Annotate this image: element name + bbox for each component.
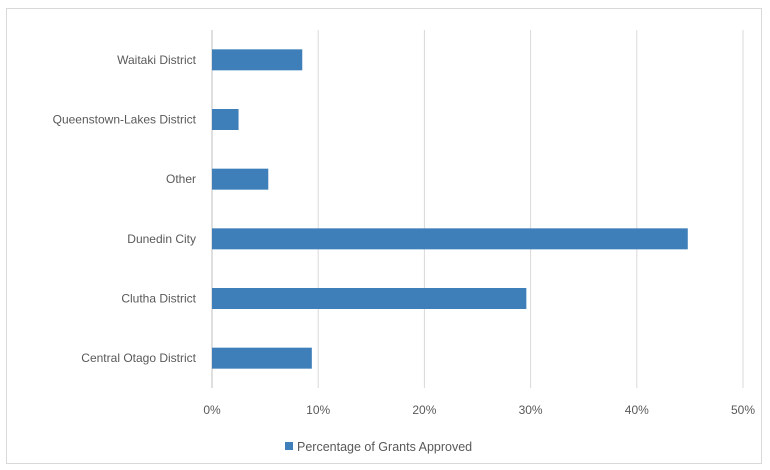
x-tick-label-40: 40% xyxy=(625,403,649,417)
x-tick-label-10: 10% xyxy=(306,403,330,417)
category-label-other: Other xyxy=(166,172,196,186)
x-tick-labels: 0% 10% 20% 30% 40% 50% xyxy=(203,403,755,417)
bar-other xyxy=(212,168,269,190)
x-tick-label-20: 20% xyxy=(412,403,436,417)
legend: Percentage of Grants Approved xyxy=(285,440,472,454)
category-label-waitaki-district: Waitaki District xyxy=(117,53,197,67)
bar-central-otago-district xyxy=(212,347,312,369)
category-labels: Waitaki District Queenstown-Lakes Distric… xyxy=(53,53,197,365)
bar-waitaki-district xyxy=(212,49,303,71)
bars-layer xyxy=(212,49,688,369)
category-label-queenstown-lakes-district: Queenstown-Lakes District xyxy=(53,113,197,127)
grid-layer xyxy=(211,30,744,388)
category-label-central-otago-district: Central Otago District xyxy=(81,351,196,365)
legend-label-percentage-of-grants-approved: Percentage of Grants Approved xyxy=(297,440,472,454)
bar-queenstown-lakes-district xyxy=(212,109,239,130)
category-label-dunedin-city: Dunedin City xyxy=(127,232,196,246)
x-tick-label-30: 30% xyxy=(519,403,543,417)
legend-swatch-percentage-of-grants-approved xyxy=(285,442,293,450)
x-tick-label-50: 50% xyxy=(731,403,755,417)
x-tick-label-0: 0% xyxy=(203,403,221,417)
bar-dunedin-city xyxy=(212,228,688,250)
bar-clutha-district xyxy=(212,288,527,309)
category-label-clutha-district: Clutha District xyxy=(121,292,196,306)
